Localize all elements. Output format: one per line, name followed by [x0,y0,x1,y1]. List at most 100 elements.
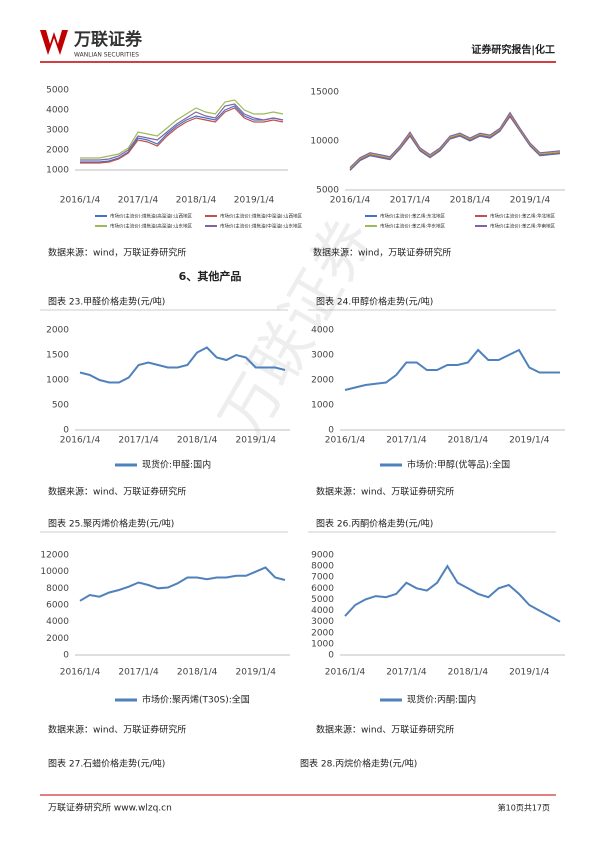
source: 数据来源：wind，万联证券研究所 [313,247,451,259]
y-tick-label: 1000 [46,166,69,176]
logo-icon [40,30,68,55]
y-tick-label: 2000 [46,634,69,644]
y-tick-label: 2000 [311,628,334,638]
series-line [80,103,284,161]
logo-text: 万联证券 [73,29,143,50]
y-tick-label: 4000 [46,617,69,627]
y-tick-label: 8000 [46,584,69,594]
series-line [80,105,284,163]
x-tick-label: 2017/1/4 [386,668,427,678]
caption: 图表 26.丙酮价格走势(元/吨) [316,518,433,530]
report-type: 证券研究报告|化工 [471,43,555,56]
footer-left: 万联证券研究所 www.wlzq.cn [48,802,172,814]
series-line [79,346,286,384]
x-tick-label: 2018/1/4 [177,436,218,446]
legend-label: 市场价:聚丙烯(T30S):全国 [142,694,250,706]
x-tick-label: 2018/1/4 [177,668,218,678]
source: 数据来源：wind、万联证券研究所 [48,486,186,498]
y-tick-label: 3000 [311,617,334,627]
caption: 图表 24.甲醇价格走势(元/吨) [316,296,433,308]
y-tick-label: 0 [63,426,69,436]
series-line [80,99,284,159]
source: 数据来源：wind、万联证券研究所 [48,724,186,736]
y-tick-label: 9000 [311,551,334,561]
legend-label: 现货价:丙酮:国内 [407,694,476,706]
x-tick-label: 2016/1/4 [60,668,101,678]
x-tick-label: 2018/1/4 [176,196,217,206]
y-tick-label: 5000 [311,595,334,605]
y-tick-label: 7000 [311,573,334,583]
x-tick-label: 2018/1/4 [448,436,489,446]
series-line [344,564,561,623]
source: 数据来源：wind、万联证券研究所 [316,724,454,736]
x-tick-label: 2017/1/4 [390,196,431,206]
y-tick-label: 1000 [311,401,334,411]
y-tick-label: 1000 [46,376,69,386]
series-line [344,348,560,391]
watermark: 万联证券 [207,207,388,450]
y-tick-label: 1000 [311,639,334,649]
legend-label: 市场价:甲醇(优等品):全国 [407,459,510,471]
x-tick-label: 2016/1/4 [325,436,366,446]
caption: 图表 23.甲醛价格走势(元/吨) [48,296,165,308]
x-tick-label: 2016/1/4 [60,196,101,206]
y-tick-label: 0 [63,651,69,661]
x-tick-label: 2017/1/4 [118,436,159,446]
x-tick-label: 2019/1/4 [234,196,275,206]
y-tick-label: 2000 [46,326,69,336]
y-tick-label: 0 [328,426,334,436]
y-tick-label: 5000 [46,86,69,96]
caption: 图表 28.丙烷价格走势(元/吨) [300,758,417,770]
y-tick-label: 2000 [311,376,334,386]
y-tick-label: 1500 [46,351,69,361]
legend-label: 市场价(主流价):苯乙烯:华北地区 [490,213,556,220]
caption: 图表 25.聚丙烯价格走势(元/吨) [48,518,174,530]
legend-label: 市场价(主流价):苯乙烯:华南地区 [490,223,556,230]
y-tick-label: 4000 [311,326,334,336]
x-tick-label: 2018/1/4 [450,196,491,206]
source: 数据来源：wind，万联证券研究所 [48,247,186,259]
legend-label: 市场价(主流价):苯乙烯:东北地区 [380,213,446,220]
section-title: 6、其他产品 [179,269,242,283]
y-tick-label: 3000 [311,351,334,361]
x-tick-label: 2019/1/4 [236,668,277,678]
x-tick-label: 2016/1/4 [330,196,371,206]
x-tick-label: 2019/1/4 [509,668,550,678]
y-tick-label: 10000 [310,137,339,147]
legend-label: 市场价(主流价):煤焦油(高温油):山东地区 [110,223,193,230]
x-tick-label: 2017/1/4 [118,196,159,206]
y-tick-label: 8000 [311,562,334,572]
legend-label: 市场价(主流价):煤焦油(中温油):山东地区 [220,223,303,230]
y-tick-label: 0 [328,651,334,661]
source: 数据来源：wind、万联证券研究所 [316,486,454,498]
y-tick-label: 10000 [40,567,69,577]
x-tick-label: 2017/1/4 [386,436,427,446]
y-tick-label: 6000 [46,601,69,611]
y-tick-label: 500 [52,401,69,411]
series-line [80,107,284,164]
footer-page: 第10页共17页 [498,803,550,813]
y-tick-label: 15000 [310,88,339,98]
y-tick-label: 5000 [316,186,339,196]
series-line [79,566,286,602]
y-tick-label: 4000 [46,106,69,116]
x-tick-label: 2019/1/4 [509,436,550,446]
y-tick-label: 6000 [311,584,334,594]
caption: 图表 27.石蜡价格走势(元/吨) [48,758,165,770]
x-tick-label: 2019/1/4 [236,436,277,446]
x-tick-label: 2019/1/4 [510,196,551,206]
y-tick-label: 3000 [46,126,69,136]
legend-label: 现货价:甲醛:国内 [142,459,211,471]
legend-label: 市场价(主流价):煤焦油(高温油):山西地区 [110,213,193,220]
x-tick-label: 2016/1/4 [325,668,366,678]
series-line [349,111,561,168]
x-tick-label: 2018/1/4 [448,668,489,678]
legend-label: 市场价(主流价):苯乙烯:华东地区 [380,223,446,230]
x-tick-label: 2016/1/4 [60,436,101,446]
legend-label: 市场价(主流价):煤焦油(中温油):山西地区 [220,213,303,220]
x-tick-label: 2017/1/4 [118,668,159,678]
y-tick-label: 12000 [40,551,69,561]
logo-en: WANLIAN SECURITIES [74,52,139,59]
y-tick-label: 2000 [46,146,69,156]
